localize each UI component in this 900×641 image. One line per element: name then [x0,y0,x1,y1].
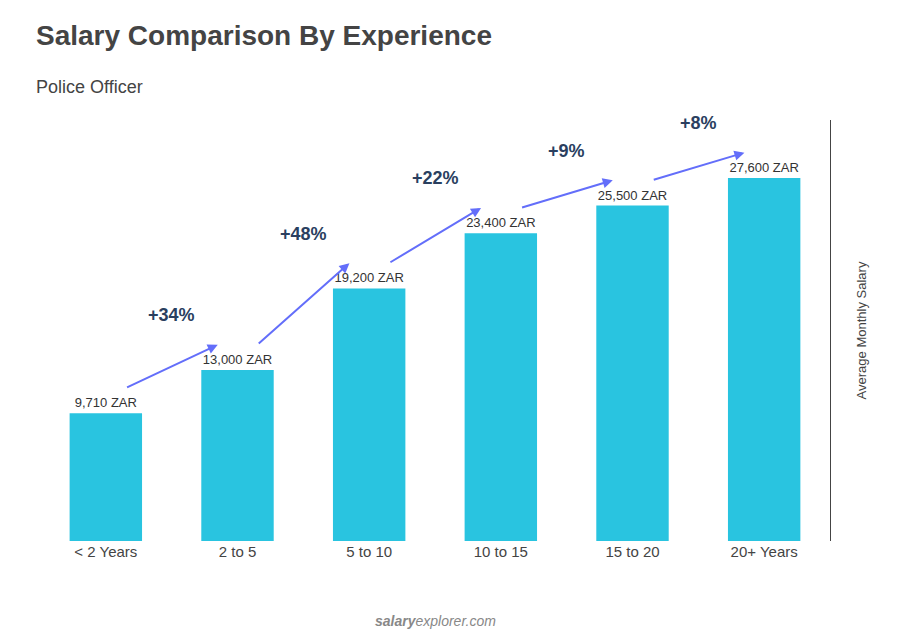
svg-text:< 2 Years: < 2 Years [74,543,137,560]
svg-text:+34%: +34% [148,305,195,325]
svg-text:27,600 ZAR: 27,600 ZAR [729,160,798,175]
svg-text:19,200 ZAR: 19,200 ZAR [334,270,403,285]
svg-text:Average Monthly Salary: Average Monthly Salary [854,261,869,399]
svg-text:20+ Years: 20+ Years [731,543,798,560]
svg-text:9,710 ZAR: 9,710 ZAR [75,395,137,410]
svg-text:23,400 ZAR: 23,400 ZAR [466,215,535,230]
svg-text:+9%: +9% [548,141,585,161]
svg-text:5 to 10: 5 to 10 [346,543,392,560]
svg-text:15 to 20: 15 to 20 [605,543,659,560]
svg-text:13,000 ZAR: 13,000 ZAR [203,352,272,367]
svg-text:Police Officer: Police Officer [36,77,143,97]
svg-text:salaryexplorer.com: salaryexplorer.com [375,613,496,629]
svg-text:+48%: +48% [280,224,327,244]
svg-text:2 to 5: 2 to 5 [219,543,257,560]
svg-text:+8%: +8% [680,113,717,133]
svg-text:10 to 15: 10 to 15 [474,543,528,560]
svg-text:+22%: +22% [412,168,459,188]
svg-text:Salary Comparison By Experienc: Salary Comparison By Experience [36,20,492,51]
svg-text:25,500 ZAR: 25,500 ZAR [598,188,667,203]
